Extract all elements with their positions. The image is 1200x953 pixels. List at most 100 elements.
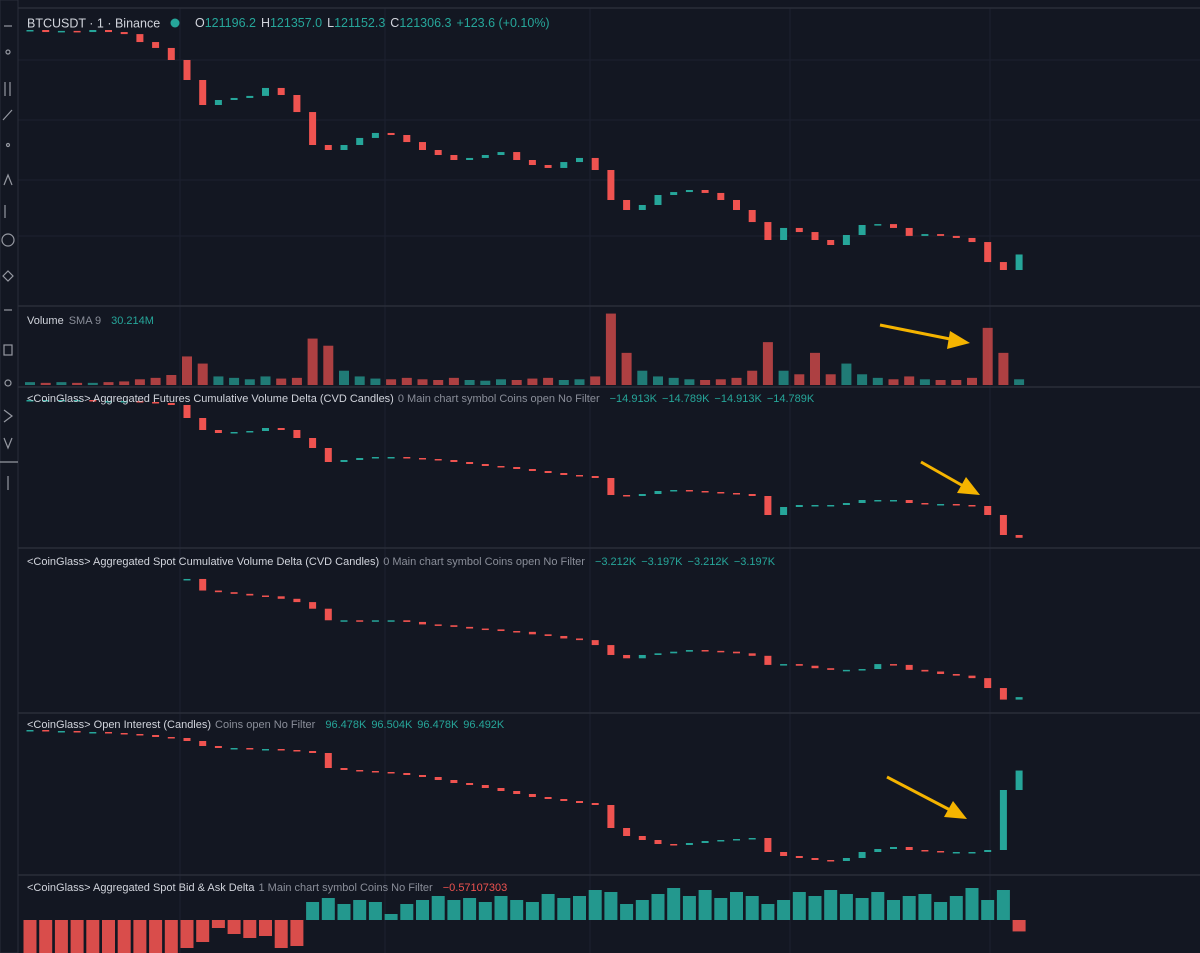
candle (952, 852, 960, 854)
delta-bar (478, 902, 492, 920)
candle (607, 645, 615, 655)
candle (324, 448, 332, 462)
volume-bar (841, 363, 852, 385)
candle (733, 200, 740, 210)
delta-bar (902, 896, 916, 920)
candle (356, 137, 364, 145)
candle (466, 626, 474, 629)
candle (984, 506, 992, 515)
candle (780, 852, 788, 856)
candle (481, 628, 489, 631)
pane-reading: −0.57107303 (443, 882, 508, 894)
candle (371, 620, 379, 622)
candle (419, 458, 426, 460)
candle (999, 790, 1007, 850)
candle (403, 135, 411, 143)
delta-bar (714, 898, 728, 920)
volume-bar (794, 374, 805, 385)
candle (623, 654, 631, 659)
candle (937, 851, 945, 853)
candle (42, 730, 50, 732)
candle (513, 152, 521, 160)
delta-bar (54, 920, 68, 953)
candle (733, 839, 740, 841)
volume-bar (229, 377, 240, 385)
candle (230, 97, 238, 100)
candle (890, 224, 897, 228)
candle (57, 731, 65, 733)
ohlc-key: C (390, 16, 399, 30)
candle (246, 593, 254, 596)
candle (623, 200, 631, 210)
candle (968, 505, 976, 507)
candle (199, 578, 207, 591)
candle (764, 838, 772, 852)
delta-bar (934, 902, 948, 920)
candle (968, 852, 976, 854)
candle (968, 237, 976, 243)
volume-bar (715, 379, 726, 385)
delta-bar (416, 900, 429, 920)
candle (905, 847, 913, 850)
candle (513, 631, 521, 633)
candle (293, 750, 301, 752)
delta-bar (180, 920, 194, 948)
delta-bar (855, 898, 869, 920)
candle (795, 664, 803, 666)
candle (419, 775, 426, 777)
pane-reading: −14.789K (767, 393, 815, 405)
candle (214, 430, 222, 433)
delta-bar (290, 920, 304, 946)
candle (26, 400, 34, 402)
ohlc-value: 121306.3 (399, 16, 451, 30)
pane-study: 0 Main chart symbol Coins open No Filter (398, 393, 600, 405)
candle (748, 494, 756, 496)
candle (685, 490, 693, 492)
candle (293, 95, 301, 113)
volume-bar (637, 370, 648, 385)
candle (890, 847, 897, 849)
volume-bar (276, 378, 287, 385)
candle (654, 491, 662, 494)
delta-bar (777, 900, 791, 920)
candle (183, 578, 191, 581)
candle (968, 675, 976, 679)
volume-bar (150, 377, 161, 385)
candle (167, 737, 175, 739)
candle (638, 205, 646, 210)
candle (811, 665, 819, 669)
candle (89, 400, 97, 402)
pane-study: Coins open No Filter (215, 719, 316, 731)
delta-bar (494, 896, 508, 920)
candle (654, 195, 662, 205)
delta-bar (133, 920, 147, 953)
candle (497, 466, 505, 468)
delta-bar (400, 904, 414, 920)
delta-bar (588, 890, 602, 920)
candle (262, 595, 269, 597)
candle (874, 224, 882, 226)
candle (905, 500, 913, 503)
volume-bar (590, 376, 601, 385)
volume-bar (260, 376, 271, 385)
candle (293, 430, 301, 438)
candle (905, 664, 913, 670)
delta-bar (274, 920, 288, 948)
candle (560, 162, 568, 168)
candle (999, 262, 1007, 270)
candle (701, 650, 709, 652)
candle (356, 770, 364, 772)
volume-bar (25, 382, 35, 385)
delta-bar (102, 920, 115, 953)
candle (576, 157, 583, 163)
pane-reading: −3.212K (595, 556, 637, 568)
marks (23, 30, 1026, 953)
candle (811, 858, 819, 860)
candle (262, 749, 269, 751)
volume-bar (825, 374, 836, 385)
candle (999, 515, 1007, 535)
candle (685, 650, 693, 652)
candle (450, 625, 458, 627)
candle (827, 668, 835, 670)
